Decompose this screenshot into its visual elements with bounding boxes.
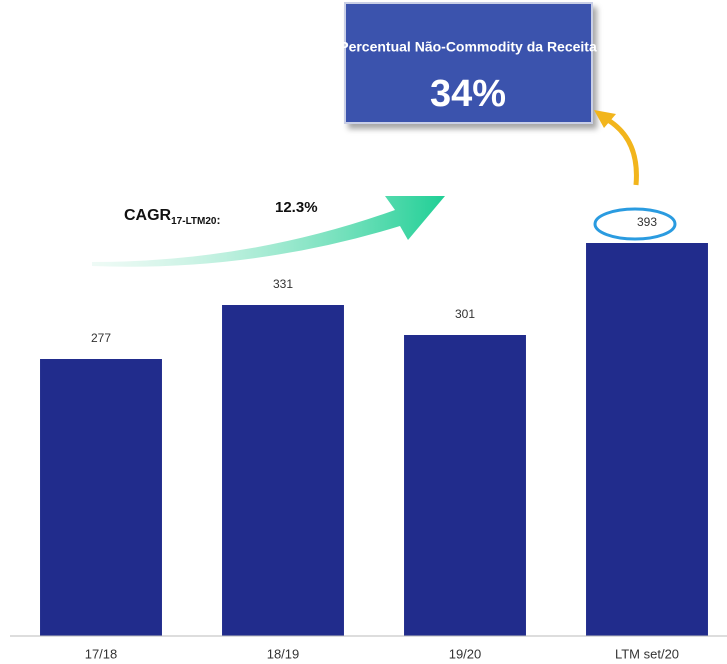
cagr-value: 12.3% (275, 199, 318, 216)
bar (222, 305, 344, 636)
callout-box (344, 2, 593, 124)
value-label: 277 (91, 331, 111, 345)
x-tick-label: 18/19 (267, 646, 300, 661)
callout-title: Percentual Não-Commodity da Receita (339, 39, 597, 55)
bar (586, 243, 708, 636)
bar (404, 335, 526, 636)
yellow-arrow-head (594, 110, 616, 128)
value-label: 331 (273, 277, 293, 291)
highlight-ellipse (593, 207, 677, 241)
yellow-arrow (606, 117, 639, 186)
x-tick-label: LTM set/20 (615, 646, 679, 661)
cagr-main: CAGR (124, 207, 172, 224)
value-label: 393 (637, 215, 657, 229)
value-label: 301 (455, 307, 475, 321)
callout-value: 34% (430, 73, 506, 115)
cagr-separator: : (217, 213, 221, 227)
cagr-subscript: 17-LTM20 (171, 216, 217, 227)
x-tick-label: 17/18 (85, 646, 118, 661)
bar (40, 359, 162, 636)
x-tick-label: 19/20 (449, 646, 482, 661)
cagr-label: CAGR17-LTM20: (124, 207, 221, 227)
green-arrow (92, 196, 445, 267)
